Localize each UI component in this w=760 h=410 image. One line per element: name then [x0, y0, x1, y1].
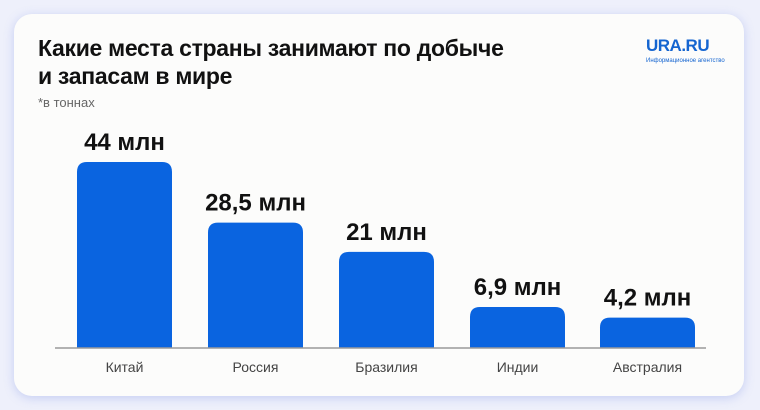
- data-label: 21 млн: [346, 219, 427, 246]
- data-label: 6,9 млн: [474, 274, 562, 301]
- category-label: Индии: [497, 359, 539, 375]
- chart-subtitle: *в тоннах: [38, 95, 95, 110]
- data-label: 28,5 млн: [205, 190, 306, 217]
- category-label: Китай: [106, 359, 144, 375]
- category-label: Австралия: [613, 359, 682, 375]
- bar-2: [339, 251, 434, 348]
- bar-1: [208, 222, 303, 348]
- bar-4: [600, 317, 695, 348]
- data-label: 4,2 млн: [604, 285, 692, 312]
- title-line-1: Какие места страны занимают по добыче: [38, 35, 504, 61]
- category-label: Россия: [233, 359, 279, 375]
- logo-tagline: Информационное агентство: [646, 58, 725, 64]
- bar-3: [470, 307, 565, 348]
- ura-logo[interactable]: URA.RU: [646, 36, 710, 55]
- category-label: Бразилия: [355, 359, 417, 375]
- data-label: 44 млн: [84, 129, 165, 156]
- chart-title: Какие места страны занимают по добыче и …: [38, 34, 504, 90]
- bar-0: [77, 162, 172, 348]
- title-line-2: и запасам в мире: [38, 63, 233, 89]
